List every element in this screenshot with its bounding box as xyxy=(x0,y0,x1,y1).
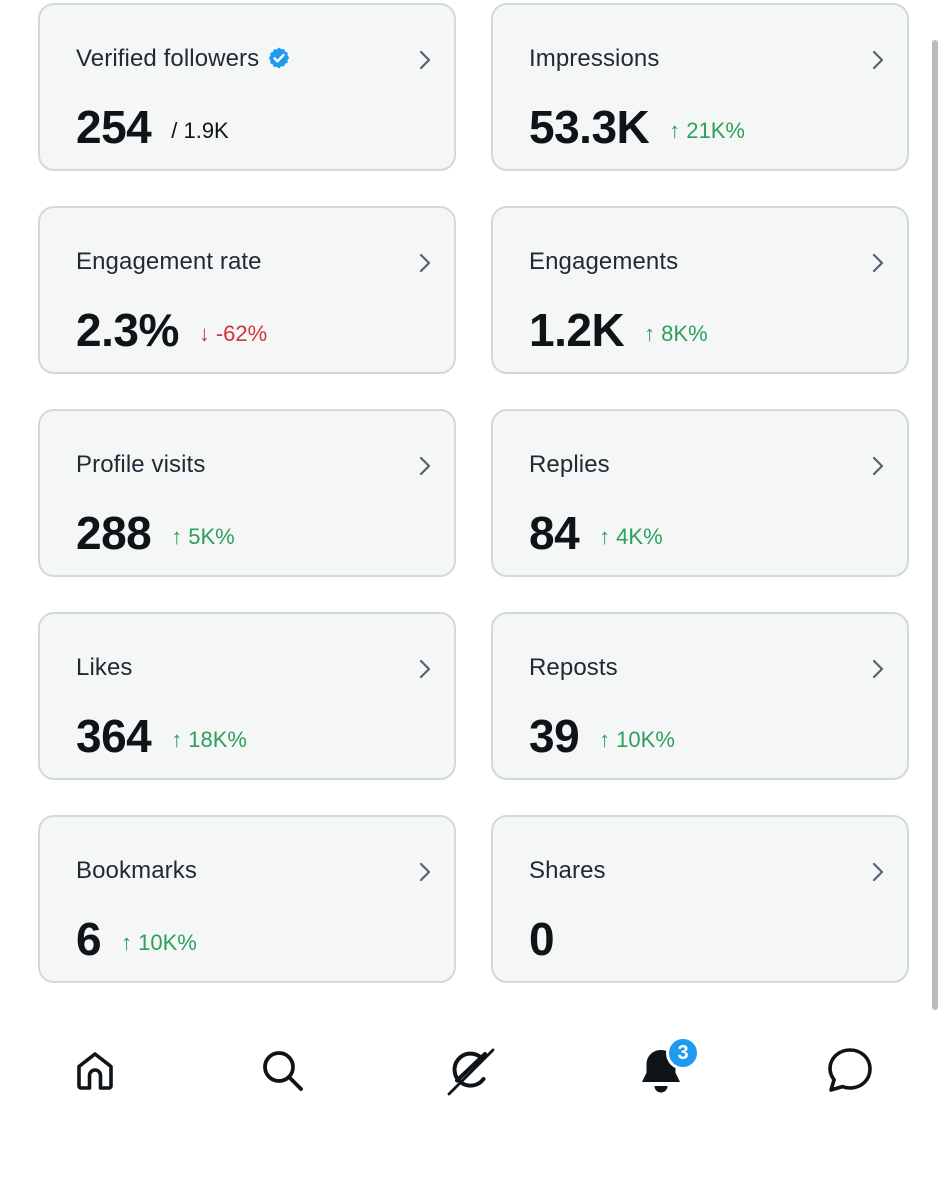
card-engagement-rate[interactable]: Engagement rate 2.3% ↓ -62% xyxy=(38,206,456,374)
card-label: Shares xyxy=(529,857,606,884)
chevron-right-icon xyxy=(872,253,884,273)
arrow-up-icon: ↑ xyxy=(121,930,133,955)
card-label: Impressions xyxy=(529,45,660,72)
grok-icon xyxy=(447,1048,495,1096)
card-value: 364 xyxy=(76,710,152,762)
arrow-up-icon: ↑ xyxy=(599,524,611,549)
chevron-right-icon xyxy=(872,456,884,476)
search-icon xyxy=(263,1051,303,1091)
card-value: 1.2K xyxy=(529,304,625,356)
card-delta: ↑ 18K% xyxy=(171,727,247,752)
bottom-tab-bar: 3 xyxy=(0,1030,945,1120)
card-value: 84 xyxy=(529,507,580,559)
card-label: Verified followers xyxy=(76,45,260,72)
scrollbar[interactable] xyxy=(932,40,938,1010)
card-delta: ↑ 10K% xyxy=(121,930,197,955)
card-replies[interactable]: Replies 84 ↑ 4K% xyxy=(491,409,909,577)
card-delta: ↑ 4K% xyxy=(599,524,663,549)
chevron-right-icon xyxy=(419,659,431,679)
card-value: 6 xyxy=(76,913,102,965)
tab-messages[interactable] xyxy=(820,1040,880,1100)
chevron-right-icon xyxy=(419,50,431,70)
arrow-up-icon: ↑ xyxy=(171,727,183,752)
card-impressions[interactable]: Impressions 53.3K ↑ 21K% xyxy=(491,3,909,171)
card-bookmarks[interactable]: Bookmarks 6 ↑ 10K% xyxy=(38,815,456,983)
tab-notifications[interactable]: 3 xyxy=(631,1036,700,1100)
card-shares[interactable]: Shares 0 xyxy=(491,815,909,983)
card-delta: ↑ 10K% xyxy=(599,727,675,752)
card-likes[interactable]: Likes 364 ↑ 18K% xyxy=(38,612,456,780)
card-value: 2.3% xyxy=(76,304,179,356)
arrow-up-icon: ↑ xyxy=(644,321,656,346)
arrow-up-icon: ↑ xyxy=(171,524,183,549)
card-value: 39 xyxy=(529,710,580,762)
tab-grok[interactable] xyxy=(441,1040,501,1100)
tab-home[interactable] xyxy=(65,1040,125,1100)
chevron-right-icon xyxy=(872,862,884,882)
home-icon xyxy=(77,1052,113,1090)
tab-search[interactable] xyxy=(252,1040,312,1100)
card-label: Engagement rate xyxy=(76,248,262,275)
card-delta: ↓ -62% xyxy=(198,321,268,346)
arrow-up-icon: ↑ xyxy=(599,727,611,752)
analytics-grid: Verified followers 254 / 1.9K Impression… xyxy=(38,3,909,983)
card-verified-followers[interactable]: Verified followers 254 / 1.9K xyxy=(38,3,456,171)
arrow-down-icon: ↓ xyxy=(198,321,210,346)
card-label: Replies xyxy=(529,451,610,478)
card-delta: ↑ 8K% xyxy=(644,321,708,346)
card-label: Profile visits xyxy=(76,451,206,478)
card-reposts[interactable]: Reposts 39 ↑ 10K% xyxy=(491,612,909,780)
arrow-up-icon: ↑ xyxy=(669,118,681,143)
card-total: / 1.9K xyxy=(171,118,229,143)
chevron-right-icon xyxy=(872,659,884,679)
card-value: 53.3K xyxy=(529,101,650,153)
card-value: 0 xyxy=(529,913,555,965)
card-label: Engagements xyxy=(529,248,679,275)
notification-badge: 3 xyxy=(666,1036,700,1070)
card-value: 288 xyxy=(76,507,152,559)
card-label: Likes xyxy=(76,654,133,681)
messages-icon xyxy=(828,1048,872,1092)
chevron-right-icon xyxy=(419,456,431,476)
chevron-right-icon xyxy=(419,862,431,882)
card-profile-visits[interactable]: Profile visits 288 ↑ 5K% xyxy=(38,409,456,577)
verified-badge-icon xyxy=(269,47,290,69)
chevron-right-icon xyxy=(419,253,431,273)
chevron-right-icon xyxy=(872,50,884,70)
card-delta: ↑ 5K% xyxy=(171,524,235,549)
card-delta: ↑ 21K% xyxy=(669,118,745,143)
card-label: Bookmarks xyxy=(76,857,197,884)
card-value: 254 xyxy=(76,101,152,153)
card-engagements[interactable]: Engagements 1.2K ↑ 8K% xyxy=(491,206,909,374)
card-label: Reposts xyxy=(529,654,618,681)
